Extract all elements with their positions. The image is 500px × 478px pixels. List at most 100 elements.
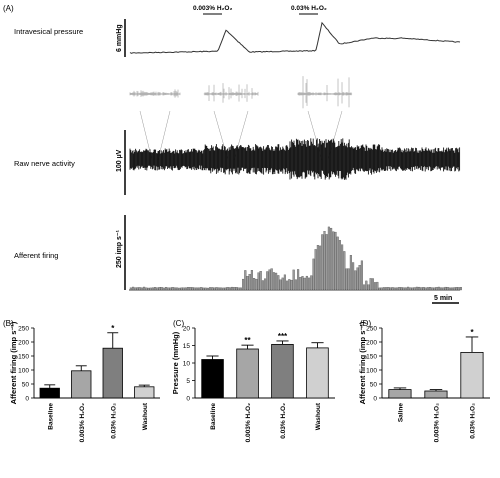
- firing-bin: [314, 249, 317, 291]
- category-label: 0.003% H₂O₂: [245, 403, 252, 442]
- firing-bin: [327, 226, 330, 291]
- firing-bin: [354, 270, 357, 291]
- firing-bin: [418, 286, 421, 291]
- firing-bin: [275, 272, 278, 291]
- firing-bin: [266, 271, 269, 291]
- firing-bin: [363, 284, 366, 291]
- firing-bin: [176, 287, 179, 291]
- firing-bin: [352, 262, 355, 291]
- firing-bin: [220, 287, 223, 291]
- pressure-trace: [129, 21, 461, 54]
- firing-bin: [420, 287, 423, 291]
- firing-bin: [165, 287, 168, 291]
- y-tick-label: 5: [186, 378, 190, 385]
- firing-bin: [312, 258, 315, 291]
- firing-bin: [235, 287, 238, 291]
- firing-bin: [321, 234, 324, 291]
- row-label-nerve: Raw nerve activity: [14, 159, 75, 168]
- bar: [236, 348, 259, 399]
- significance-marker: **: [244, 336, 251, 345]
- nerve-insets: [129, 76, 353, 109]
- stimulus-label-low: 0.003% H₂O₂: [193, 5, 232, 12]
- firing-bin: [433, 287, 436, 291]
- category-label: Washout: [315, 402, 322, 430]
- firing-bin: [400, 287, 403, 291]
- category-label: 0.03% H₂O₂: [110, 403, 117, 439]
- category-label: 0.03% H₂O₂: [470, 403, 477, 439]
- firing-bin: [228, 287, 231, 291]
- firing-bin: [336, 236, 339, 291]
- y-tick-label: 50: [370, 381, 378, 388]
- firing-bin: [459, 287, 462, 291]
- category-label: Saline: [398, 403, 405, 423]
- y-tick-label: 250: [18, 325, 29, 332]
- firing-bin: [426, 287, 429, 291]
- firing-bin: [162, 287, 165, 291]
- firing-bin: [297, 269, 300, 291]
- firing-bin: [224, 287, 227, 291]
- y-tick-label: 200: [18, 339, 29, 346]
- firing-bin: [281, 277, 284, 291]
- category-label: 0.003% H₂O₂: [434, 403, 441, 442]
- firing-bin: [402, 287, 405, 291]
- panel-label: (D): [360, 319, 371, 328]
- firing-bin: [239, 287, 242, 291]
- category-label: Baseline: [210, 403, 217, 430]
- firing-bin: [173, 287, 176, 291]
- firing-bin: [301, 276, 304, 291]
- firing-bin: [242, 278, 245, 291]
- firing-bin: [231, 286, 234, 291]
- y-tick-label: 250: [366, 325, 377, 332]
- bar: [134, 386, 155, 399]
- firing-bin: [455, 287, 458, 291]
- firing-bin: [213, 287, 216, 291]
- firing-bin: [169, 287, 172, 291]
- firing-bin: [411, 287, 414, 291]
- bar: [71, 370, 92, 399]
- bar: [424, 390, 448, 399]
- firing-bin: [325, 234, 328, 291]
- firing-bin: [319, 245, 322, 291]
- firing-bin: [446, 287, 449, 291]
- bar: [102, 347, 123, 399]
- firing-bin: [323, 231, 326, 291]
- firing-bin: [211, 287, 214, 291]
- firing-bin: [178, 287, 181, 291]
- firing-bin: [376, 281, 379, 291]
- bar: [388, 389, 412, 399]
- row-label-firing: Afferent firing: [14, 251, 58, 260]
- pressure-scalebar-label: 6 mmHg: [116, 24, 123, 52]
- firing-bin: [360, 260, 363, 291]
- firing-bin: [198, 287, 201, 291]
- significance-marker: *: [111, 324, 115, 333]
- firing-bin: [191, 287, 194, 291]
- category-label: 0.03% H₂O₂: [280, 403, 287, 439]
- firing-bin: [244, 270, 247, 291]
- firing-bin: [385, 287, 388, 291]
- firing-bin: [226, 287, 229, 291]
- firing-bin: [413, 287, 416, 291]
- firing-histogram: [129, 226, 462, 291]
- firing-bin: [442, 287, 445, 291]
- firing-bin: [457, 287, 460, 291]
- firing-bin: [407, 286, 410, 291]
- firing-bin: [444, 286, 447, 291]
- y-tick-label: 0: [186, 395, 190, 402]
- category-label: Washout: [142, 402, 149, 430]
- firing-bin: [294, 279, 297, 291]
- firing-bin: [365, 280, 368, 291]
- firing-bin: [250, 270, 253, 291]
- firing-bin: [187, 287, 190, 291]
- bar: [306, 347, 329, 399]
- significance-marker: ***: [278, 332, 288, 341]
- firing-bin: [171, 287, 174, 291]
- time-scalebar-label: 5 min: [434, 295, 452, 302]
- firing-bin: [189, 287, 192, 291]
- firing-bin: [332, 231, 335, 291]
- firing-bin: [200, 287, 203, 291]
- firing-bin: [147, 287, 150, 291]
- y-axis-label: Afferent firing (imp s⁻¹): [9, 321, 18, 404]
- firing-bin: [391, 287, 394, 291]
